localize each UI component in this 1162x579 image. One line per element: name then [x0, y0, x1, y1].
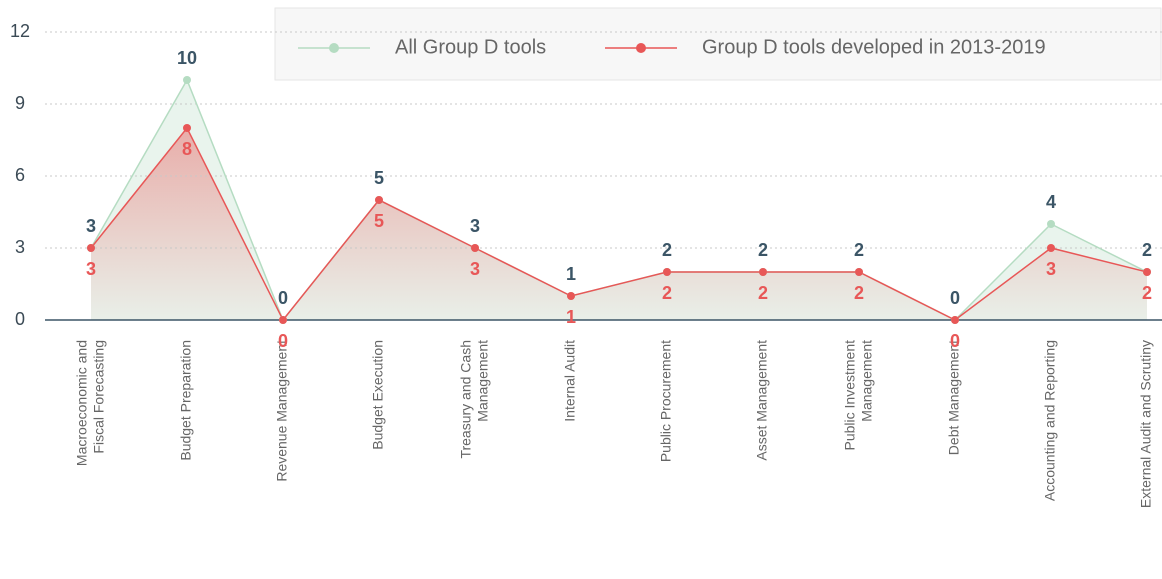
- point: [471, 244, 479, 252]
- value-label: 0: [950, 331, 960, 351]
- x-tick-label: Budget Execution: [370, 340, 386, 450]
- y-tick-label: 3: [15, 237, 25, 257]
- x-tick-label: Internal Audit: [562, 340, 578, 422]
- x-tick-label: Asset Management: [754, 340, 770, 461]
- point: [855, 268, 863, 276]
- point: [759, 268, 767, 276]
- x-tick-label: Public InvestmentManagement: [841, 340, 874, 451]
- x-tick-label: Budget Preparation: [178, 340, 194, 461]
- legend-marker: [329, 43, 339, 53]
- value-label: 5: [374, 211, 384, 231]
- value-label: 5: [374, 168, 384, 188]
- point: [87, 244, 95, 252]
- x-tick-label: Revenue Management: [274, 340, 290, 482]
- y-tick-label: 6: [15, 165, 25, 185]
- legend-box: [274, 7, 1162, 81]
- point: [183, 124, 191, 132]
- value-label: 2: [854, 240, 864, 260]
- value-label: 1: [566, 307, 576, 327]
- value-label: 3: [470, 216, 480, 236]
- value-label: 2: [758, 283, 768, 303]
- x-tick-label: Macroeconomic andFiscal Forecasting: [73, 340, 106, 466]
- point: [279, 316, 287, 324]
- legend-label: Group D tools developed in 2013-2019: [702, 36, 1046, 58]
- point: [1143, 268, 1151, 276]
- value-label: 3: [470, 259, 480, 279]
- point: [1047, 244, 1055, 252]
- y-tick-label: 9: [15, 93, 25, 113]
- value-label: 2: [662, 240, 672, 260]
- point: [567, 292, 575, 300]
- legend-marker: [636, 43, 646, 53]
- x-tick-label: Treasury and CashManagement: [457, 340, 490, 459]
- area: [91, 128, 1147, 320]
- value-label: 8: [182, 139, 192, 159]
- value-label: 3: [1046, 259, 1056, 279]
- point: [1047, 220, 1055, 228]
- y-tick-label: 12: [10, 21, 30, 41]
- x-tick-label: External Audit and Scrutiny: [1138, 340, 1154, 508]
- value-label: 2: [1142, 240, 1152, 260]
- point: [951, 316, 959, 324]
- value-label: 2: [854, 283, 864, 303]
- x-tick-label: Debt Management: [946, 340, 962, 455]
- value-label: 2: [758, 240, 768, 260]
- value-label: 0: [278, 288, 288, 308]
- value-label: 10: [177, 48, 197, 68]
- line: [90, 126, 1148, 322]
- value-label: 0: [950, 288, 960, 308]
- value-label: 1: [566, 264, 576, 284]
- point: [183, 76, 191, 84]
- point: [375, 196, 383, 204]
- value-label: 2: [662, 283, 672, 303]
- y-tick-label: 0: [15, 309, 25, 329]
- x-tick-label: Accounting and Reporting: [1042, 340, 1058, 501]
- x-tick-label: Public Procurement: [658, 340, 674, 462]
- value-label: 0: [278, 331, 288, 351]
- value-label: 3: [86, 259, 96, 279]
- point: [663, 268, 671, 276]
- value-label: 2: [1142, 283, 1152, 303]
- value-label: 3: [86, 216, 96, 236]
- legend-label: All Group D tools: [395, 36, 546, 58]
- value-label: 4: [1046, 192, 1056, 212]
